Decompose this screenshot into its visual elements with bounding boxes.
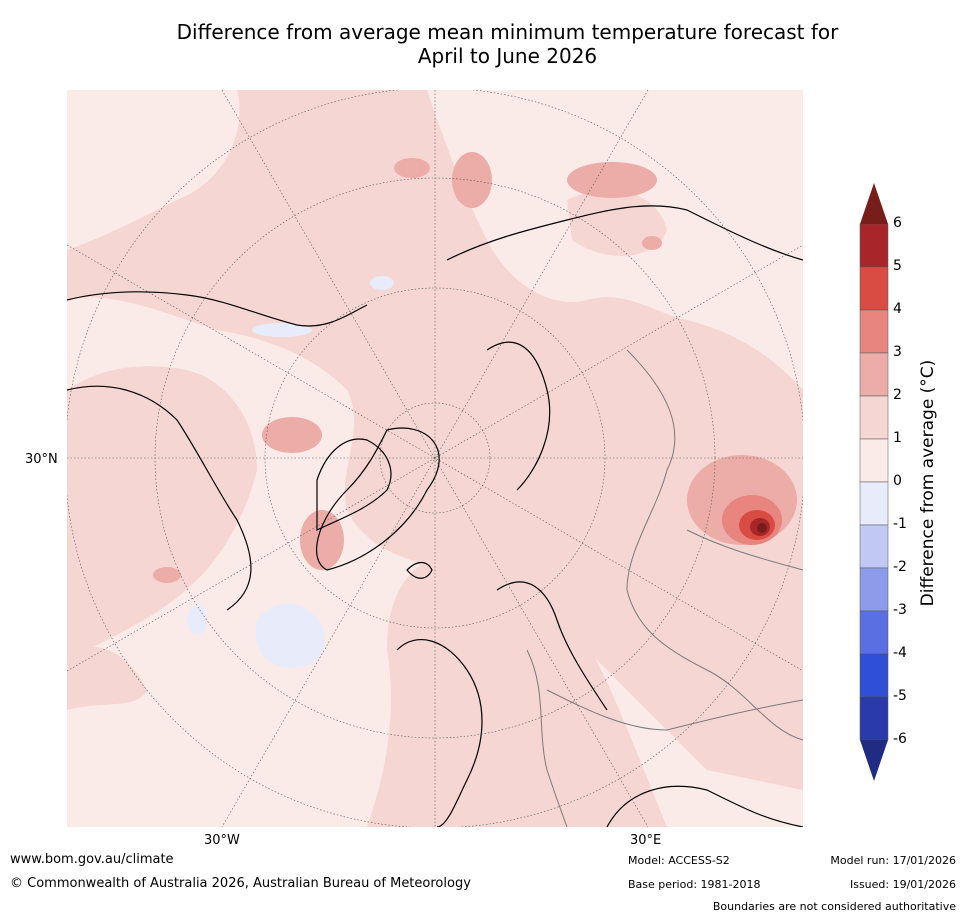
colorbar-band	[859, 653, 889, 698]
colorbar-tick-label: -1	[893, 516, 907, 532]
colorbar-band	[859, 567, 889, 612]
website-link[interactable]: www.bom.gov.au/climate	[10, 852, 174, 867]
anomaly-patch-2-3	[567, 162, 657, 198]
forecast-map[interactable]	[67, 90, 803, 827]
colorbar-tick-label: 3	[893, 344, 902, 360]
anomaly-patch-2-3	[642, 236, 662, 250]
colorbar-band	[859, 395, 889, 440]
colorbar-tick-label: 0	[893, 473, 902, 489]
colorbar-tick-label: 6	[893, 215, 902, 231]
map-canvas	[67, 90, 803, 827]
colorbar-band	[859, 481, 889, 526]
model-name: Model: ACCESS-S2	[628, 854, 730, 867]
graticule	[67, 90, 803, 827]
colorbar-tick-label: -3	[893, 602, 907, 618]
anomaly-patch-over-6	[757, 523, 767, 533]
colorbar-title: Difference from average (°C)	[918, 359, 938, 607]
anomaly-patch-2-3	[262, 417, 322, 453]
anomaly-patch-minus	[370, 276, 394, 290]
colorbar-tick-label: 2	[893, 387, 902, 403]
lon-label-30e: 30°E	[630, 833, 662, 848]
colorbar-underflow-arrow	[860, 740, 888, 781]
base-period: Base period: 1981-2018	[628, 878, 761, 891]
boundaries-disclaimer: Boundaries are not considered authoritat…	[712, 900, 956, 913]
colorbar-band	[859, 309, 889, 354]
colorbar-tick-label: -5	[893, 688, 907, 704]
anomaly-patch-2-3	[394, 158, 430, 178]
colorbar-band	[859, 696, 889, 741]
colorbar-tick-label: -6	[893, 731, 907, 747]
copyright-text: © Commonwealth of Australia 2026, Austra…	[10, 876, 471, 891]
anomaly-patch-minus	[252, 323, 312, 337]
colorbar-tick-label: 4	[893, 301, 902, 317]
colorbar-band	[859, 438, 889, 483]
anomaly-patch-minus	[187, 605, 207, 635]
anomaly-patch-2-3	[452, 152, 492, 208]
title-line-2: April to June 2026	[417, 44, 598, 68]
colorbar-band	[859, 266, 889, 311]
colorbar-tick-label: 1	[893, 430, 902, 446]
colorbar-tick-label: 5	[893, 258, 902, 274]
anomaly-patch-2-3	[153, 567, 181, 583]
lon-label-30w: 30°W	[204, 833, 240, 848]
anomaly-region-1-2	[67, 646, 147, 710]
colorbar-band	[859, 352, 889, 397]
colorbar-band	[859, 223, 889, 268]
colorbar-overflow-arrow	[860, 183, 888, 224]
anomaly-region-1-2	[67, 366, 257, 650]
model-run-date: Model run: 17/01/2026	[830, 854, 956, 867]
anomaly-patch-2-3	[300, 510, 344, 570]
colorbar-band	[859, 524, 889, 569]
colorbar	[859, 183, 889, 781]
coastlines	[67, 205, 803, 827]
chart-title: Difference from average mean minimum tem…	[60, 20, 955, 68]
colorbar-tick-label: -4	[893, 645, 907, 661]
anomaly-region-1-2	[367, 557, 667, 827]
issued-date: Issued: 19/01/2026	[849, 878, 956, 891]
anomaly-patch-minus	[255, 603, 326, 669]
title-line-1: Difference from average mean minimum tem…	[176, 20, 839, 44]
lat-label-30n: 30°N	[25, 452, 58, 467]
colorbar-band	[859, 610, 889, 655]
colorbar-tick-label: -2	[893, 559, 907, 575]
country-borders	[526, 349, 803, 827]
